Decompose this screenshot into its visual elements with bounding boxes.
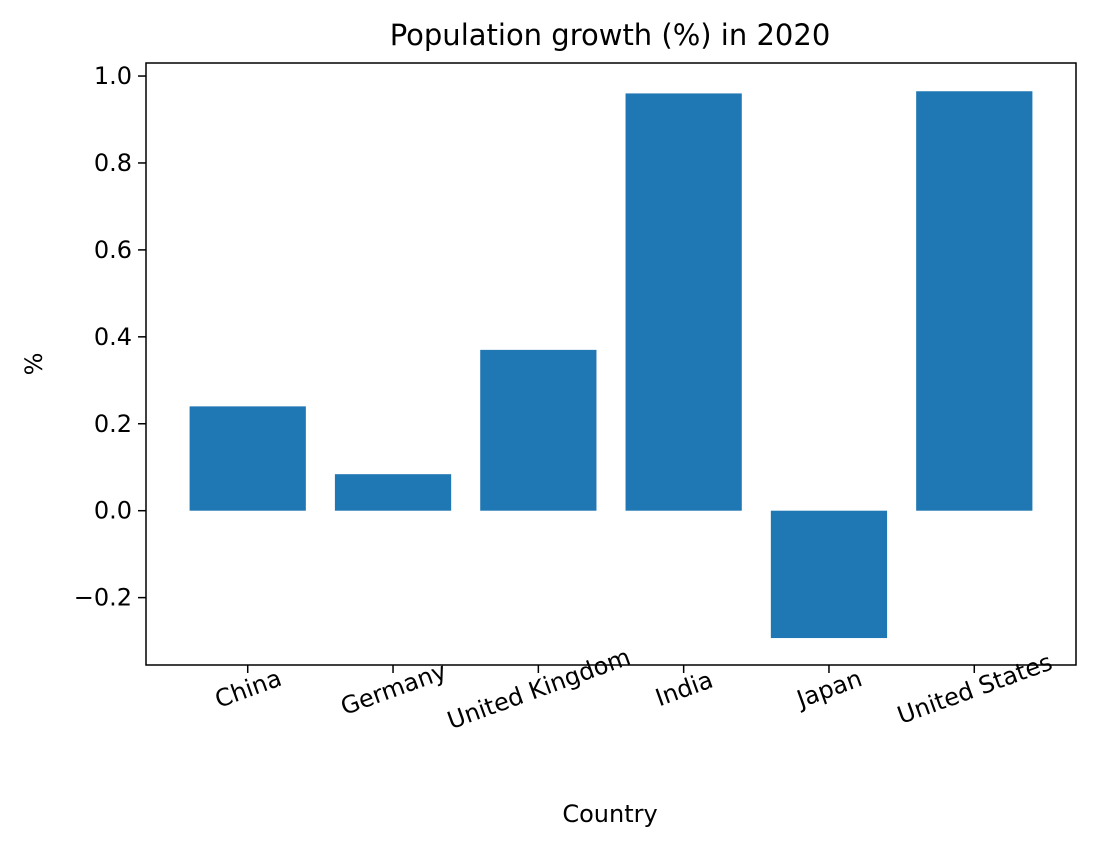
x-tick-label: United Kingdom xyxy=(444,643,635,735)
y-tick-label: 0.0 xyxy=(94,497,132,525)
bar-india xyxy=(625,93,742,511)
bar-united-states xyxy=(916,91,1033,511)
x-axis-label: Country xyxy=(562,800,657,828)
bars xyxy=(189,91,1033,639)
chart-title: Population growth (%) in 2020 xyxy=(390,18,831,52)
y-tick-label: 0.2 xyxy=(94,410,132,438)
x-tick-label: United States xyxy=(894,648,1056,730)
y-axis-label: % xyxy=(20,353,48,376)
bar-germany xyxy=(334,474,452,511)
bar-united-kingdom xyxy=(480,349,597,511)
y-tick-label: −0.2 xyxy=(74,584,132,612)
y-tick-label: 1.0 xyxy=(94,62,132,90)
y-tick-label: 0.4 xyxy=(94,323,132,351)
bar-japan xyxy=(770,510,888,639)
y-axis-ticks: −0.2 0.0 0.2 0.4 0.6 0.8 1.0 xyxy=(74,62,146,612)
plot-frame xyxy=(145,62,1077,666)
y-tick-label: 0.6 xyxy=(94,236,132,264)
bar-china xyxy=(189,406,306,511)
y-tick-label: 0.8 xyxy=(94,149,132,177)
